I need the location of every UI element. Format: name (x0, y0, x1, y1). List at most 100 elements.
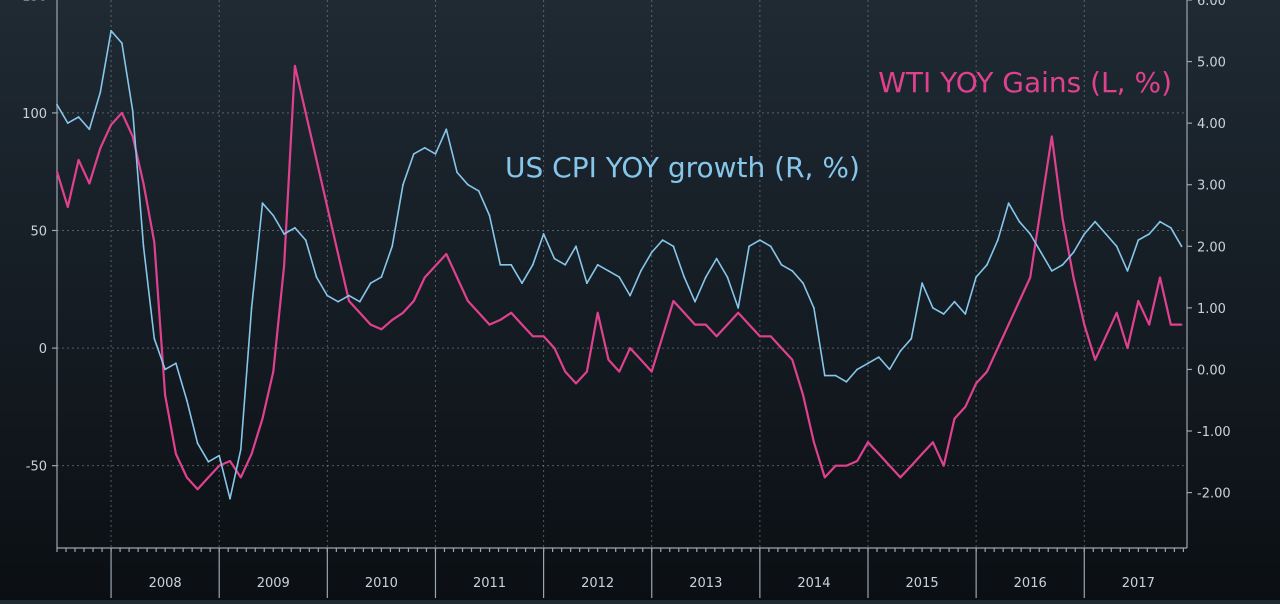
data-point-cpi (586, 282, 588, 285)
data-point-cpi (661, 239, 664, 242)
data-point-cpi (207, 460, 210, 463)
data-point-cpi (510, 263, 513, 266)
data-point-cpi (996, 239, 999, 242)
data-point-cpi (1094, 220, 1096, 223)
data-point-wti (1018, 300, 1021, 302)
data-point-wti (888, 464, 891, 467)
data-point-cpi (1137, 239, 1140, 242)
data-point-wti (748, 323, 750, 326)
data-point-cpi (964, 313, 967, 315)
data-point-wti (672, 300, 675, 302)
data-point-wti (196, 488, 199, 491)
data-point-wti (661, 335, 664, 338)
data-point-wti (1126, 347, 1129, 349)
data-point-wti (899, 476, 902, 479)
data-point-wti (564, 370, 567, 373)
x-tick-label: 2013 (689, 576, 722, 591)
x-tick-label: 2010 (365, 576, 398, 591)
data-point-wti (802, 394, 804, 396)
data-point-cpi (391, 245, 394, 248)
data-point-cpi (780, 263, 783, 266)
x-tick-label: 2009 (257, 576, 290, 591)
data-point-wti (175, 453, 177, 455)
data-point-cpi (326, 294, 329, 297)
y-right-tick-label: 4.00 (1197, 117, 1226, 132)
data-point-cpi (683, 276, 686, 278)
y-left-tick-label: -50 (26, 460, 47, 475)
data-point-cpi (1105, 233, 1107, 235)
data-point-wti (66, 206, 69, 208)
data-point-cpi (283, 233, 285, 235)
data-point-wti (575, 382, 577, 385)
data-point-cpi (932, 307, 934, 309)
data-point-cpi (575, 245, 577, 248)
data-point-wti (975, 382, 977, 385)
data-point-wti (261, 417, 264, 420)
data-point-cpi (802, 282, 804, 285)
data-point-cpi (715, 257, 718, 260)
data-point-wti (1105, 335, 1107, 338)
data-point-wti (358, 311, 361, 314)
data-point-cpi (153, 337, 156, 340)
data-point-cpi (618, 276, 621, 278)
data-point-cpi (1159, 220, 1161, 223)
data-point-wti (769, 335, 772, 338)
data-point-wti (1159, 276, 1161, 279)
data-point-cpi (185, 399, 188, 402)
data-point-cpi (1115, 245, 1118, 248)
data-point-cpi (445, 128, 448, 131)
annotation-cpi: US CPI YOY growth (R, %) (505, 151, 860, 184)
data-point-cpi (1126, 270, 1129, 272)
data-point-cpi (1029, 233, 1032, 235)
data-point-cpi (910, 337, 913, 340)
data-point-cpi (899, 350, 902, 352)
data-point-wti (412, 300, 415, 302)
data-point-wti (131, 135, 134, 138)
data-point-cpi (791, 270, 794, 272)
data-point-wti (942, 464, 945, 467)
data-point-cpi (834, 374, 837, 377)
data-point-cpi (1050, 270, 1053, 272)
data-point-cpi (704, 276, 707, 278)
data-point-wti (845, 464, 848, 467)
data-point-cpi (748, 245, 750, 248)
data-point-cpi (250, 307, 253, 309)
data-point-wti (142, 182, 145, 185)
x-tick-label: 2012 (581, 576, 614, 591)
data-point-wti (921, 453, 923, 455)
x-tick-label: 2008 (149, 576, 182, 591)
series-line-cpi (56, 30, 1183, 500)
data-point-cpi (142, 245, 145, 248)
data-point-wti (88, 182, 91, 185)
grid-layer (57, 0, 1187, 548)
data-point-wti (650, 370, 653, 373)
data-point-wti (380, 328, 383, 331)
data-point-wti (1180, 323, 1183, 326)
data-point-cpi (294, 226, 296, 229)
data-point-wti (1061, 217, 1064, 220)
data-point-wti (1148, 323, 1151, 326)
data-point-wti (867, 441, 869, 444)
data-point-wti (153, 241, 156, 244)
annotation-wti: WTI YOY Gains (L, %) (878, 66, 1172, 99)
data-point-cpi (315, 276, 318, 278)
data-point-cpi (986, 263, 988, 266)
x-tick-label: 2011 (473, 576, 506, 591)
data-point-cpi (239, 448, 242, 451)
data-point-wti (726, 323, 729, 326)
data-point-wti (986, 370, 988, 373)
data-point-cpi (629, 294, 631, 297)
data-point-wti (348, 300, 350, 302)
data-point-wti (477, 311, 480, 314)
data-point-wti (304, 112, 307, 114)
data-point-cpi (412, 153, 415, 155)
data-point-cpi (1007, 202, 1010, 205)
data-point-cpi (737, 307, 740, 309)
data-point-wti (315, 159, 318, 161)
data-point-wti (77, 159, 80, 161)
x-tick-label: 2015 (906, 576, 939, 591)
y-right-tick-label: 6.00 (1197, 0, 1226, 9)
data-point-cpi (726, 276, 729, 278)
data-point-cpi (531, 263, 534, 266)
